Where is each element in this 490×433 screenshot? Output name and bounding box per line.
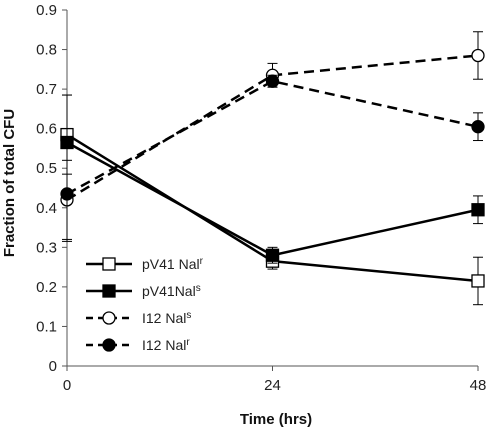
y-tick-label: 0.9	[36, 2, 57, 19]
x-tick-label: 48	[470, 377, 487, 394]
series-3	[60, 31, 485, 240]
legend-label: I12 Nals	[142, 310, 191, 326]
data-point	[471, 48, 485, 63]
data-point	[471, 274, 485, 288]
x-axis-title: Time (hrs)	[240, 411, 312, 428]
series-2	[60, 94, 485, 264]
y-tick-label: 0.5	[36, 160, 57, 177]
y-axis: 0 0.1 0.2 0.3 0.4 0.5 0.6 0.7 0.8 0.9	[36, 2, 68, 375]
legend-marker	[102, 311, 116, 325]
y-tick-label: 0	[49, 358, 57, 375]
legend-item: I12 Nals	[86, 310, 191, 326]
legend-label: I12 Nalr	[142, 337, 190, 353]
x-axis: 0 24 48	[63, 365, 487, 394]
legend-label-superscript: s	[186, 310, 191, 321]
y-tick-label: 0.7	[36, 81, 57, 98]
series-layer	[60, 31, 485, 306]
legend-label-superscript: r	[186, 337, 190, 348]
data-point	[471, 120, 485, 134]
y-axis-title: Fraction of total CFU	[1, 109, 18, 257]
data-point	[60, 187, 74, 201]
series-line	[66, 79, 479, 196]
legend-item: pV41Nals	[86, 283, 201, 299]
legend-marker	[102, 284, 116, 298]
legend-marker	[102, 257, 116, 271]
legend-label-superscript: r	[200, 256, 204, 267]
y-tick-label: 0.3	[36, 239, 57, 256]
series-1	[60, 94, 485, 306]
legend-label: pV41Nals	[142, 283, 201, 299]
data-point	[471, 203, 485, 217]
y-tick-label: 0.2	[36, 279, 57, 296]
legend-item: pV41 Nalr	[86, 256, 204, 272]
y-tick-label: 0.8	[36, 42, 57, 59]
legend-label: pV41 Nalr	[142, 256, 204, 272]
x-tick-label: 0	[63, 377, 71, 394]
legend: pV41 Nalr pV41Nals I12 Nals I12 Nalr	[86, 256, 204, 353]
x-tick-label: 24	[264, 377, 281, 394]
legend-marker	[102, 338, 116, 352]
legend-item: I12 Nalr	[86, 337, 190, 353]
data-point	[265, 74, 280, 88]
series-4	[60, 74, 485, 242]
legend-label-superscript: s	[196, 283, 201, 294]
data-point	[265, 248, 280, 262]
y-tick-label: 0.4	[36, 200, 57, 217]
y-tick-label: 0.6	[36, 121, 57, 138]
y-tick-label: 0.1	[36, 318, 57, 335]
